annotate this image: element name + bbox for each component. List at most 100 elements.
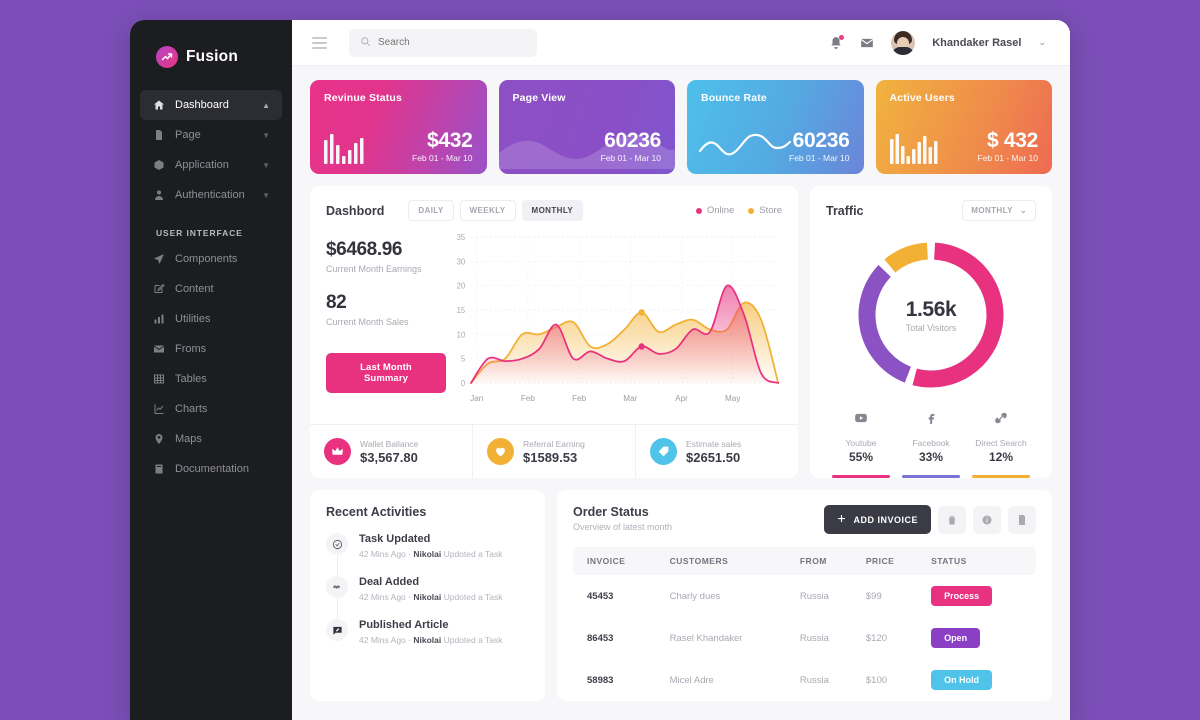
search-box[interactable] <box>349 28 537 57</box>
table-header-row: INVOICE CUSTOMERS FROM PRICE STATUS <box>573 547 1036 575</box>
activity-heading: Published Article <box>359 619 449 631</box>
stat-cards-row: Revinue Status $432 Feb 01 - Mar 10 <box>310 80 1052 174</box>
traffic-source-youtube[interactable]: Youtube 55% <box>826 411 896 478</box>
topbar: Khandaker Rasel ⌄ <box>292 20 1070 66</box>
table-row[interactable]: 45453 Charly dues Russia $99 Process <box>573 575 1036 617</box>
traffic-source-percent: 55% <box>848 450 874 464</box>
handshake-icon <box>326 576 348 598</box>
traffic-source-facebook[interactable]: Facebook 33% <box>896 411 966 478</box>
sidebar-label: Content <box>175 283 214 295</box>
trash-icon[interactable] <box>938 505 966 534</box>
chevron-down-icon[interactable]: ⌄ <box>1038 37 1046 47</box>
sidebar-label: Components <box>175 253 238 265</box>
brand[interactable]: Fusion <box>130 38 292 90</box>
sidebar-item-authentication[interactable]: Authentication ▼ <box>140 180 282 210</box>
content: Revinue Status $432 Feb 01 - Mar 10 <box>292 66 1070 720</box>
sidebar-label: Froms <box>175 343 207 355</box>
area-chart[interactable]: 35 30 20 15 10 5 0 Jan Feb Feb Mar Apr May <box>446 231 782 416</box>
sidebar-item-maps[interactable]: Maps <box>140 424 282 454</box>
status-badge[interactable]: Process <box>931 586 993 606</box>
cell-price: $120 <box>865 632 888 644</box>
mini-stat-value: $3,567.80 <box>360 449 418 465</box>
sidebar-item-tables[interactable]: Tables <box>140 364 282 394</box>
file-icon[interactable] <box>1008 505 1036 534</box>
stat-value-group: $ 432 Feb 01 - Mar 10 <box>978 128 1039 163</box>
svg-text:0: 0 <box>461 379 466 388</box>
bar-sparkline-icon <box>324 134 368 164</box>
table-row[interactable]: 58983 Micel Adre Russia $100 On Hold <box>573 659 1036 701</box>
traffic-card: Traffic MONTHLY ⌄ 1.56k Total Visitors <box>810 186 1052 478</box>
donut-chart[interactable]: 1.56k Total Visitors <box>826 231 1036 399</box>
order-status-card: Order Status Overview of latest month AD… <box>557 490 1052 701</box>
traffic-source-direct-search[interactable]: Direct Search 12% <box>966 411 1036 478</box>
mini-stat-estimate-sales[interactable]: Estimate sales $2651.50 <box>635 425 798 478</box>
envelope-icon[interactable] <box>860 36 874 50</box>
stat-range: Feb 01 - Mar 10 <box>412 153 473 163</box>
bell-icon[interactable] <box>829 34 845 50</box>
sidebar-item-application[interactable]: Application ▼ <box>140 150 282 180</box>
hamburger-icon[interactable] <box>308 33 331 53</box>
stat-card-bounce-rate[interactable]: Bounce Rate 60236 Feb 01 - Mar 10 <box>687 80 864 174</box>
info-icon[interactable] <box>973 505 1001 534</box>
add-invoice-label: ADD INVOICE <box>853 514 918 525</box>
list-item[interactable]: Published Article 42 Mins Ago · Nikolai … <box>326 619 529 645</box>
stat-card-page-view[interactable]: Page View 60236 Feb 01 - Mar 10 <box>498 80 675 174</box>
home-icon <box>152 99 165 111</box>
sidebar: Fusion Dashboard ▲ Page ▼ Application ▼ … <box>130 20 292 720</box>
mini-stat-wallet-ballance[interactable]: Wallet Ballance $3,567.80 <box>310 425 472 478</box>
column-customers: CUSTOMERS <box>661 547 792 575</box>
cell-customer: Rasel Khandaker <box>669 632 743 644</box>
recent-activities-title: Recent Activities <box>326 505 427 519</box>
pen-square-icon <box>326 619 348 641</box>
cell-from: Russia <box>799 590 829 602</box>
check-circle-icon <box>326 533 348 555</box>
earnings-label: Current Month Earnings <box>326 264 422 274</box>
cell-invoice: 86453 <box>587 632 614 644</box>
sidebar-item-charts[interactable]: Charts <box>140 394 282 424</box>
stat-range: Feb 01 - Mar 10 <box>600 153 661 163</box>
tab-monthly[interactable]: MONTHLY <box>521 200 584 221</box>
sidebar-item-froms[interactable]: Froms <box>140 334 282 364</box>
list-item[interactable]: Deal Added 42 Mins Ago · Nikolai Updoted… <box>326 576 529 619</box>
traffic-period-select[interactable]: MONTHLY ⌄ <box>962 200 1036 221</box>
cell-from: Russia <box>799 632 829 644</box>
table-row[interactable]: 86453 Rasel Khandaker Russia $120 Open <box>573 617 1036 659</box>
cell-price: $99 <box>865 590 882 602</box>
last-month-summary-button[interactable]: Last Month Summary <box>326 353 446 393</box>
svg-text:15: 15 <box>457 306 466 315</box>
mini-stat-referral-earning[interactable]: Referral Earning $1589.53 <box>472 425 635 478</box>
sidebar-item-documentation[interactable]: Documentation <box>140 454 282 484</box>
sidebar-item-dashboard[interactable]: Dashboard ▲ <box>140 90 282 120</box>
youtube-icon <box>854 412 868 429</box>
svg-text:May: May <box>725 393 741 403</box>
status-badge[interactable]: On Hold <box>931 670 993 690</box>
sidebar-label: Charts <box>175 403 208 415</box>
chevron-down-icon: ▼ <box>262 160 270 170</box>
traffic-bar <box>902 475 960 478</box>
activity-meta: 42 Mins Ago · Nikolai Updoted a Task <box>359 592 503 602</box>
stat-value: $ 432 <box>986 128 1038 152</box>
avatar[interactable] <box>891 30 916 55</box>
search-input[interactable] <box>378 37 526 48</box>
stat-card-revinue-status[interactable]: Revinue Status $432 Feb 01 - Mar 10 <box>310 80 487 174</box>
mini-stat-label: Estimate sales <box>686 438 742 449</box>
sidebar-item-components[interactable]: Components <box>140 244 282 274</box>
activity-heading: Deal Added <box>359 576 420 588</box>
sidebar-item-content[interactable]: Content <box>140 274 282 304</box>
sidebar-item-page[interactable]: Page ▼ <box>140 120 282 150</box>
tab-daily[interactable]: DAILY <box>408 200 454 221</box>
mini-stats-row: Wallet Ballance $3,567.80 Referral Earni… <box>310 424 798 478</box>
list-item[interactable]: Task Updated 42 Mins Ago · Nikolai Updot… <box>326 533 529 576</box>
stat-card-active-users[interactable]: Active Users $ 432 Feb 01 - Mar 10 <box>875 80 1052 174</box>
cell-invoice: 45453 <box>587 590 614 602</box>
sidebar-label: Authentication <box>175 189 245 201</box>
bars-icon <box>152 313 165 325</box>
svg-text:30: 30 <box>457 257 466 266</box>
add-invoice-button[interactable]: ADD INVOICE <box>824 505 931 534</box>
status-badge[interactable]: Open <box>931 628 981 648</box>
stat-title: Bounce Rate <box>701 92 767 104</box>
total-visitors-value: 1.56k <box>905 297 957 321</box>
cell-invoice: 58983 <box>587 674 614 686</box>
tab-weekly[interactable]: WEEKLY <box>459 200 516 221</box>
sidebar-item-utilities[interactable]: Utilities <box>140 304 282 334</box>
